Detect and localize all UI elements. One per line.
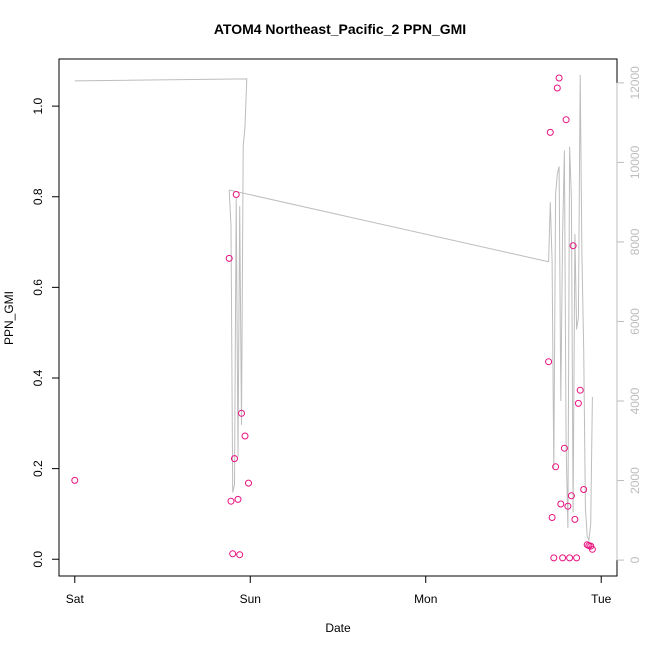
data-point	[236, 551, 244, 559]
data-point	[580, 486, 588, 493]
data-point	[227, 497, 235, 505]
data-point	[588, 545, 596, 553]
y2-tick-label: 12000	[628, 66, 642, 100]
y-tick-label: 0.2	[31, 460, 45, 477]
data-point	[574, 399, 582, 407]
y-tick-label: 0.8	[31, 188, 45, 205]
data-point	[560, 444, 568, 452]
data-point	[546, 128, 554, 136]
y2-tick-label: 0	[628, 556, 642, 563]
data-point	[569, 242, 577, 250]
secondary-series-line-group	[74, 74, 593, 543]
data-point	[567, 492, 575, 500]
data-point	[550, 554, 558, 562]
data-point	[232, 191, 240, 198]
x-tick-label: Sat	[66, 592, 85, 606]
x-axis: Sat Sun Mon Tue	[66, 575, 612, 606]
y2-tick-label: 6000	[628, 308, 642, 335]
data-point	[559, 554, 567, 562]
data-point	[573, 554, 581, 562]
secondary-series-line	[74, 74, 593, 543]
y-tick-label: 1.0	[31, 97, 45, 114]
data-point	[238, 409, 245, 417]
data-point	[548, 514, 556, 521]
data-points-group	[71, 74, 596, 562]
x-tick-label: Sun	[240, 592, 261, 606]
data-point	[571, 515, 579, 523]
chart-title: ATOM4 Northeast_Pacific_2 PPN_GMI	[214, 21, 466, 37]
y2-tick-label: 4000	[628, 387, 642, 414]
data-point	[566, 554, 574, 562]
data-point	[231, 455, 238, 463]
data-point	[245, 479, 252, 487]
data-point	[564, 502, 572, 510]
data-point	[552, 463, 560, 471]
data-point	[576, 386, 584, 394]
data-point	[553, 84, 561, 92]
y-tick-label: 0.6	[31, 279, 45, 296]
data-point	[71, 476, 79, 484]
data-point	[225, 254, 233, 262]
x-tick-label: Tue	[591, 592, 612, 606]
y-axis-right: 0 2000 4000 6000 8000 10000 12000	[616, 66, 642, 563]
y2-tick-label: 8000	[628, 228, 642, 255]
data-point	[555, 74, 563, 82]
data-point	[241, 432, 249, 440]
x-tick-label: Mon	[414, 592, 437, 606]
y-tick-label: 0.4	[31, 369, 45, 386]
y2-tick-label: 10000	[628, 145, 642, 179]
y-tick-label: 0.0	[31, 551, 45, 568]
data-point	[229, 550, 237, 558]
y-axis-label: PPN_GMI	[2, 291, 16, 345]
x-axis-label: Date	[325, 621, 351, 635]
y2-tick-label: 2000	[628, 467, 642, 494]
y-axis-left: 0.0 0.2 0.4 0.6 0.8 1.0	[31, 97, 60, 568]
data-point	[557, 500, 565, 508]
data-point	[545, 358, 553, 366]
data-point	[562, 116, 570, 124]
data-point	[234, 495, 242, 503]
